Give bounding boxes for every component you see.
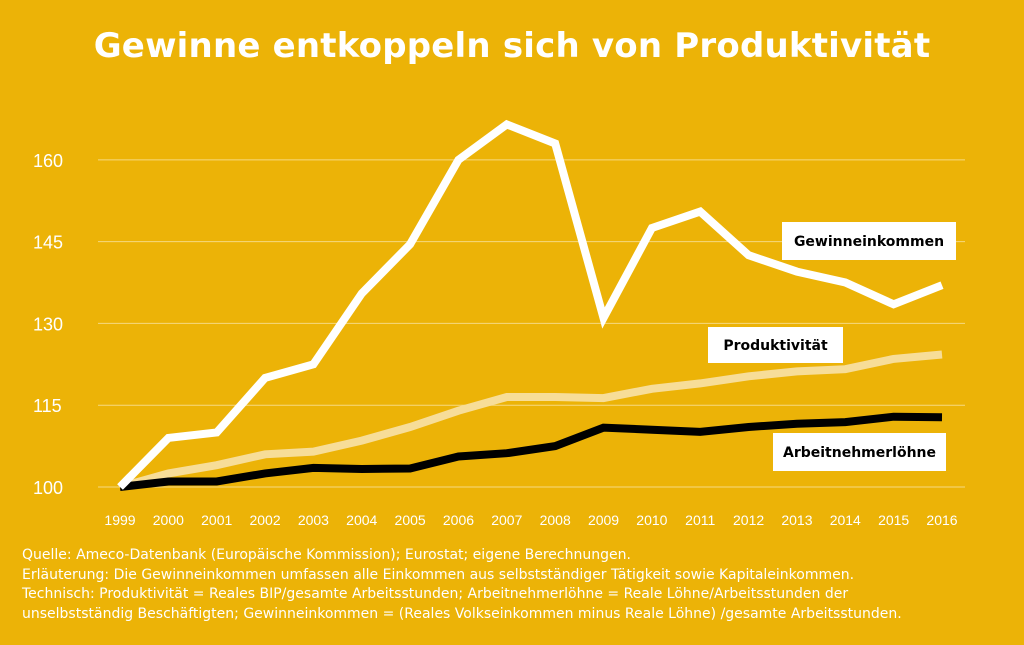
x-tick-label: 2009 <box>588 512 619 528</box>
x-tick-label: 2010 <box>636 512 667 528</box>
x-tick-label: 2008 <box>540 512 571 528</box>
x-tick-label: 2001 <box>201 512 232 528</box>
series-line-produktivitaet <box>118 350 943 491</box>
x-tick-label: 2014 <box>830 512 861 528</box>
series-label-box-arbeitnehmerloehne <box>773 433 946 471</box>
footnote-source: Quelle: Ameco-Datenbank (Europäische Kom… <box>22 547 631 563</box>
footnote-block: Quelle: Ameco-Datenbank (Europäische Kom… <box>22 546 1012 624</box>
x-tick-label: 2007 <box>491 512 522 528</box>
series-line-gewinneinkommen <box>117 119 944 490</box>
chart-title: Gewinne entkoppeln sich von Produktivitä… <box>93 26 931 66</box>
series-label-box-produktivitaet <box>708 327 843 363</box>
x-tick-label: 2004 <box>346 512 377 528</box>
x-tick-label: 1999 <box>104 512 135 528</box>
x-tick-label: 2005 <box>395 512 426 528</box>
x-tick-label: 2015 <box>878 512 909 528</box>
y-tick-label: 115 <box>33 396 62 416</box>
series-label-arbeitnehmerloehne: Arbeitnehmerlöhne <box>783 445 936 461</box>
x-tick-label: 2016 <box>926 512 957 528</box>
footnote-technical-1: Technisch: Produktivität = Reales BIP/ge… <box>22 586 849 602</box>
x-tick-label: 2011 <box>685 512 715 528</box>
y-tick-label: 145 <box>33 233 63 253</box>
footnote-technical-2: unselbstständig Beschäftigten; Gewinnein… <box>22 605 902 622</box>
x-tick-label: 2003 <box>298 512 329 528</box>
series-label-box-gewinneinkommen <box>782 222 956 260</box>
series-line-arbeitnehmerloehne <box>119 412 943 491</box>
x-tick-label: 2012 <box>733 512 764 528</box>
x-tick-label: 2000 <box>153 512 184 528</box>
y-tick-label: 160 <box>33 151 63 171</box>
footnote-explanation: Erläuterung: Die Gewinneinkommen umfasse… <box>22 566 855 583</box>
x-tick-label: 2006 <box>443 512 474 528</box>
series-label-produktivitaet: Produktivität <box>723 338 828 354</box>
y-tick-label: 100 <box>33 478 63 498</box>
y-tick-label: 130 <box>33 314 63 334</box>
x-tick-label: 2013 <box>781 512 812 528</box>
x-tick-label: 2002 <box>249 512 280 528</box>
series-label-gewinneinkommen: Gewinneinkommen <box>794 234 944 250</box>
